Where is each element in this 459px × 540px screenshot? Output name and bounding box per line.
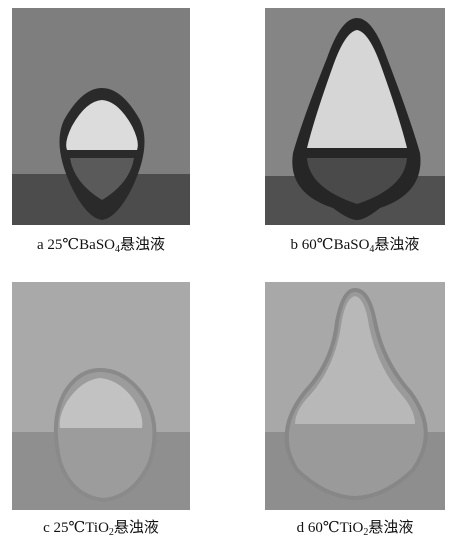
photo-b	[265, 8, 445, 225]
photo-a	[12, 8, 190, 225]
caption-c: c 25℃TiO2悬浊液	[0, 516, 216, 538]
photo-d	[265, 282, 445, 510]
caption-text: d 60℃TiO	[297, 520, 364, 536]
caption-d: d 60℃TiO2悬浊液	[240, 516, 459, 538]
photo-c	[12, 282, 190, 510]
caption-text: 悬浊液	[120, 237, 165, 253]
caption-a: a 25℃BaSO4悬浊液	[0, 233, 216, 255]
page: html, body { margin: 0; padding: 0; back…	[0, 0, 459, 540]
caption-text: a 25℃BaSO	[37, 237, 115, 253]
caption-text: c 25℃TiO	[43, 520, 109, 536]
caption-text: 悬浊液	[114, 520, 159, 536]
caption-text: 悬浊液	[368, 520, 413, 536]
caption-text: 悬浊液	[374, 237, 419, 253]
caption-b: b 60℃BaSO4悬浊液	[240, 233, 459, 255]
figure: {"panels": [ {"prefix": "a 25℃BaSO", "su…	[0, 0, 459, 540]
caption-text: b 60℃BaSO	[291, 237, 370, 253]
